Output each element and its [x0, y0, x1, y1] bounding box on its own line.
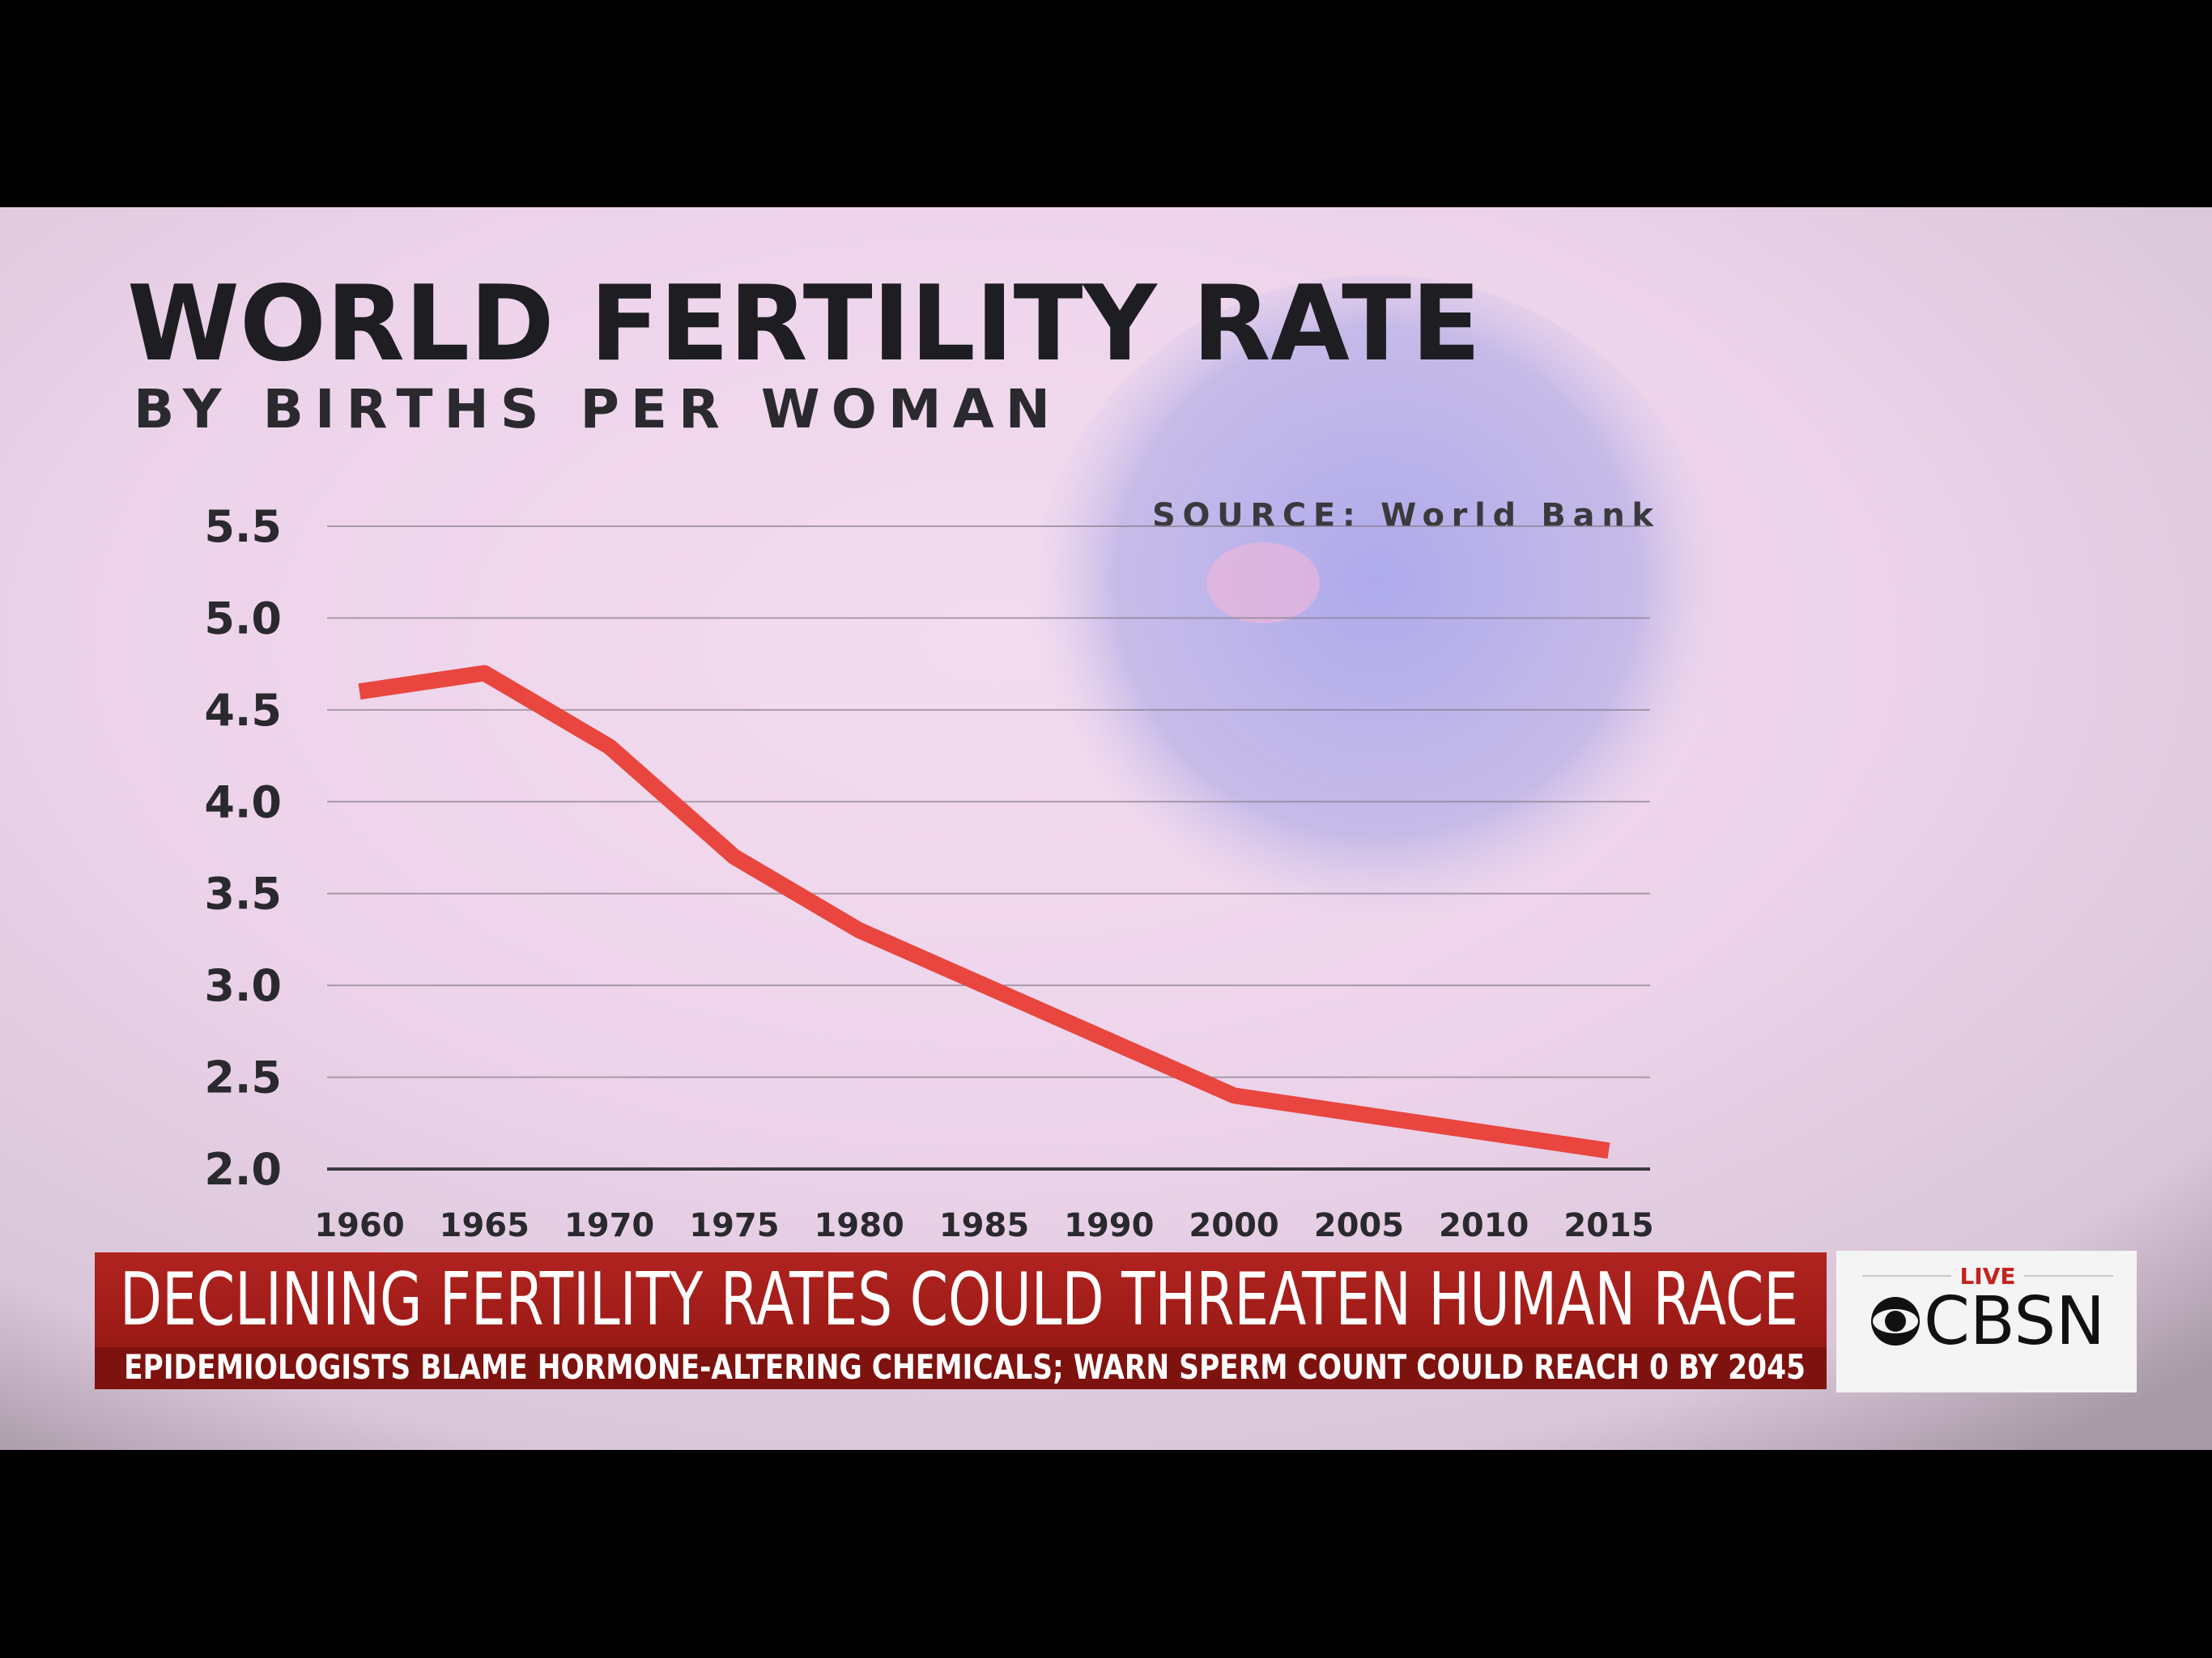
plot-area: 2.0 2.5 3.0 3.5 4.0 4.5 5.0 5.5 1960 1965 1970 1975… [204, 501, 1653, 1244]
background-cell-nucleus [1206, 542, 1320, 623]
y-tick-label: 5.5 [204, 501, 282, 552]
network-logo: CBSN [1924, 1283, 2105, 1360]
x-tick-label: 2015 [1563, 1207, 1653, 1244]
lower-third-sub-bar [95, 1347, 1827, 1389]
x-tick-label: 1980 [815, 1207, 904, 1244]
y-tick-label: 4.0 [204, 776, 282, 827]
x-tick-label: 2010 [1439, 1207, 1529, 1244]
live-label: LIVE [1959, 1263, 2015, 1290]
x-tick-label: 2005 [1314, 1207, 1404, 1244]
x-tick-label: 1975 [689, 1207, 779, 1244]
chart-title: WORLD FERTILITY RATE [127, 264, 1481, 385]
x-tick-label: 1990 [1064, 1207, 1154, 1244]
y-tick-label: 4.5 [204, 685, 282, 736]
y-tick-label: 2.5 [204, 1052, 282, 1103]
y-tick-label: 5.0 [204, 593, 282, 644]
chart-subtitle: BY BIRTHS PER WOMAN [134, 378, 1050, 440]
chart-source: SOURCE: World Bank [1152, 497, 1654, 534]
y-tick-label: 3.0 [204, 960, 282, 1011]
x-tick-label: 2000 [1189, 1207, 1278, 1244]
x-tick-label: 1965 [440, 1207, 530, 1244]
headline: DECLINING FERTILITY RATES COULD THREATEN… [120, 1257, 1798, 1342]
data-line [358, 665, 1610, 1159]
x-tick-label: 1970 [564, 1207, 654, 1244]
x-tick-label: 1960 [314, 1207, 404, 1244]
subheadline: EPIDEMIOLOGISTS BLAME HORMONE-ALTERING C… [124, 1347, 1806, 1387]
x-tick-label: 1985 [939, 1207, 1029, 1244]
cbs-eye [1871, 1297, 1920, 1346]
y-tick-label: 2.0 [204, 1144, 282, 1195]
background-cell [1028, 275, 1725, 955]
y-tick-label: 3.5 [204, 869, 282, 920]
